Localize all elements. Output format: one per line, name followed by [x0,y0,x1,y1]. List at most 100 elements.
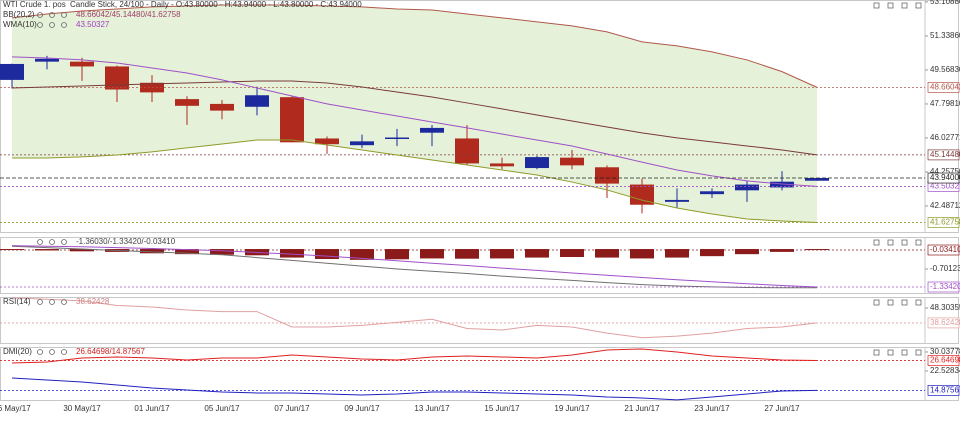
candle-body [595,167,619,184]
candle-body [770,181,794,188]
indicator-icon [61,22,67,28]
bar [35,249,59,251]
panel-button [901,299,908,306]
indicator-icon [61,12,67,18]
indicator-icon [37,239,43,245]
bar [805,249,829,251]
x-tick-label: 07 Jun/17 [274,404,310,413]
indicator-readout: 48.66042/45.14480/41.62758 [76,10,181,19]
panel-frame [0,347,959,401]
bar [595,249,619,258]
value-label: 45.14480 [930,150,960,159]
panel-frame [0,237,959,294]
y-tick-label: 49.56830 [930,65,960,74]
candle-body [735,184,759,191]
indicator-line [11,56,818,187]
panel-button [901,349,908,356]
indicator-icon [49,299,55,305]
bar [525,249,549,258]
value-label-box [927,82,960,93]
panel-button [887,349,894,356]
indicator-line [12,139,818,223]
panel-button [873,2,880,9]
panel-button [873,349,880,356]
y-tick-label: 47.79810 [930,99,960,108]
candle-body [280,97,304,143]
value-label: -1.33420 [930,282,960,291]
indicator-line [11,4,818,88]
indicator-icon [61,239,67,245]
y-tick-label: 46.02771 [930,133,960,142]
indicator-icon [37,299,43,305]
candle-body [700,191,724,195]
panel-button [915,349,922,356]
candle-body [315,138,339,145]
y-tick-label: 48.30355 [930,303,960,312]
indicator-icon [49,349,55,355]
candle-body [630,184,654,205]
indicator-line [11,297,818,339]
panel-frame [0,0,959,233]
candle-body [490,163,514,167]
value-label: 14.87567 [930,385,960,394]
bar [560,249,584,258]
value-label-box [927,172,960,184]
y-tick-label: 51.33860 [930,31,960,40]
panel-button [915,299,922,306]
value-label-box [927,149,960,161]
bar [140,249,164,254]
panel-button [873,239,880,246]
bar [630,249,654,259]
bar [490,249,514,259]
indicator-icon [49,22,55,28]
indicator-icon [49,239,55,245]
candle-body [665,199,689,202]
bar [385,249,409,260]
indicator-icon [37,12,43,18]
indicator-name: DMI(20) [3,347,32,356]
candle-body [210,103,234,111]
panel-button [901,2,908,9]
y-tick-label: 53.10880 [930,0,960,6]
bar [735,249,759,255]
value-label: 41.62758 [930,218,960,227]
x-tick-label: 30 May/17 [63,404,101,413]
candle-body [35,58,59,62]
value-label-box [927,217,960,228]
value-label-box [927,281,960,293]
value-label: 26.64698 [930,356,960,365]
bar [350,249,374,260]
indicator-icon [37,22,43,28]
y-tick-label: 22.52834 [930,366,960,375]
candle-body [455,138,479,164]
x-tick-label: 15 Jun/17 [484,404,520,413]
panel-button [887,299,894,306]
value-label: 43.50327 [930,182,960,191]
indicator-name: RSI(14) [3,297,31,306]
indicator-line [11,348,818,364]
candle-body [385,137,409,140]
indicator-name: WMA(10) [3,20,37,29]
indicator-readout: -1.36030/-1.33420/-0.03410 [76,237,176,246]
y-tick-label: 30.03778 [930,347,960,356]
panel-button [887,239,894,246]
panel-button [915,2,922,9]
indicator-icon [49,12,55,18]
x-tick-label: 19 Jun/17 [554,404,590,413]
value-label-box [927,244,960,256]
y-tick-label: 44.25750 [930,167,960,176]
bar [175,249,199,255]
y-tick-label: 42.48712 [930,201,960,210]
indicator-readout: 38.62428 [76,297,110,306]
bar [455,249,479,259]
candle-body [350,141,374,146]
candle-body [420,127,444,133]
indicator-readout: 26.64698/14.87567 [76,347,146,356]
panel-button [887,2,894,9]
chart-title: WTI Crude 1. pos [3,0,66,9]
x-tick-label: 05 Jun/17 [204,404,240,413]
panel-button [901,239,908,246]
bar [315,249,339,259]
value-label-box [927,355,960,366]
